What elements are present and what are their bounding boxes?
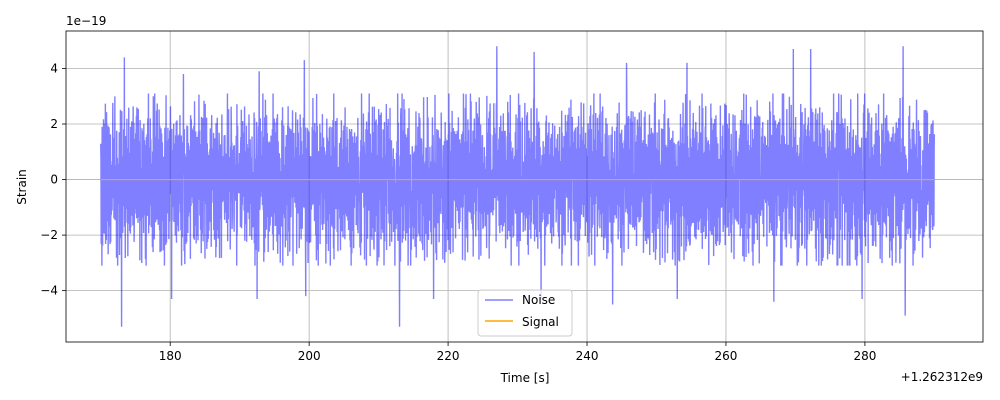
x-tick-label: 240 bbox=[576, 349, 599, 363]
legend-noise-label: Noise bbox=[522, 293, 555, 307]
y-tick-label: −4 bbox=[40, 284, 58, 298]
x-tick-label: 180 bbox=[159, 349, 182, 363]
x-tick-label: 280 bbox=[853, 349, 876, 363]
noise-series-line bbox=[100, 46, 936, 327]
y-tick-label: −2 bbox=[40, 228, 58, 242]
legend: Noise Signal bbox=[477, 289, 573, 337]
y-scale-label: 1e−19 bbox=[66, 14, 106, 28]
y-tick-label: 4 bbox=[50, 61, 58, 75]
x-tick-label: 200 bbox=[298, 349, 321, 363]
y-tick-label: 0 bbox=[50, 173, 58, 187]
x-tick-label: 220 bbox=[437, 349, 460, 363]
ticks: 180 200 220 240 260 280 −4 −2 0 2 4 bbox=[40, 61, 876, 363]
legend-signal-label: Signal bbox=[522, 315, 559, 329]
x-axis-label: Time [s] bbox=[500, 371, 550, 385]
legend-box bbox=[477, 289, 573, 337]
plot-frame bbox=[65, 30, 984, 343]
x-offset-label: +1.262312e9 bbox=[901, 370, 983, 384]
x-tick-label: 260 bbox=[715, 349, 738, 363]
series-layer bbox=[100, 46, 936, 327]
y-tick-label: 2 bbox=[50, 117, 58, 131]
y-axis-label: Strain bbox=[15, 169, 29, 205]
